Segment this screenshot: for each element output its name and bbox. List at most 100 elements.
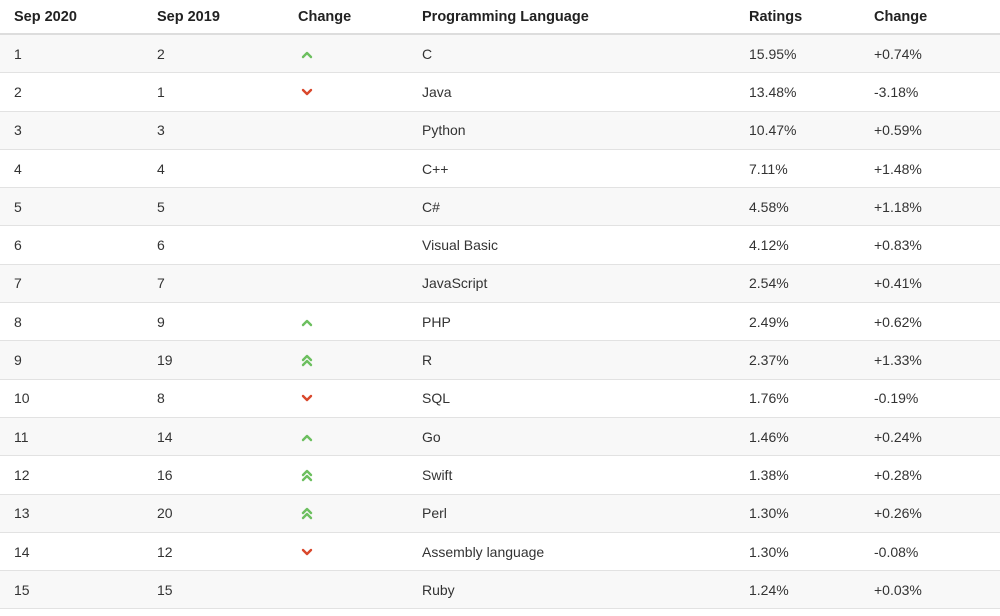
language: C++ <box>408 149 735 189</box>
table-row: 2 1 Java 13.48% -3.18% <box>0 72 1000 112</box>
table-row: 6 6 Visual Basic 4.12% +0.83% <box>0 225 1000 265</box>
rating: 1.76% <box>735 379 860 418</box>
table-header: Sep 2020 Sep 2019 Change Programming Langua… <box>0 0 1000 35</box>
table-row: 14 12 Assembly language 1.30% -0.08% <box>0 532 1000 572</box>
rank-2019: 1 <box>143 72 284 112</box>
rank-2020: 8 <box>0 302 143 342</box>
rank-2019: 9 <box>143 302 284 342</box>
rank-2020: 1 <box>0 34 143 74</box>
table-row: 1 2 C 15.95% +0.74% <box>0 34 1000 74</box>
rank-2019: 3 <box>143 111 284 150</box>
change-icon-cell <box>284 225 408 265</box>
language: JavaScript <box>408 264 735 304</box>
rank-2020: 6 <box>0 225 143 265</box>
rank-2020: 10 <box>0 379 143 418</box>
rating-change: +0.26% <box>860 494 1000 533</box>
language: Perl <box>408 494 735 533</box>
rating-change: +0.74% <box>860 34 1000 74</box>
change-icon-cell <box>284 570 408 610</box>
rating: 1.46% <box>735 417 860 457</box>
change-icon-cell <box>284 34 408 74</box>
up-icon <box>301 434 313 441</box>
language: Go <box>408 417 735 457</box>
rank-2020: 2 <box>0 72 143 112</box>
rank-2019: 20 <box>143 494 284 533</box>
column-header: Change <box>284 0 408 35</box>
language: PHP <box>408 302 735 342</box>
table-row: 10 8 SQL 1.76% -0.19% <box>0 379 1000 418</box>
rating-change: +1.33% <box>860 340 1000 380</box>
rating: 2.37% <box>735 340 860 380</box>
column-header: Sep 2020 <box>0 0 143 35</box>
change-icon-cell <box>284 494 408 533</box>
change-icon-cell <box>284 111 408 150</box>
table-row: 15 15 Ruby 1.24% +0.03% <box>0 570 1000 610</box>
rating: 15.95% <box>735 34 860 74</box>
language: Assembly language <box>408 532 735 572</box>
change-icon-cell <box>284 379 408 418</box>
rank-2020: 12 <box>0 455 143 495</box>
rank-2019: 8 <box>143 379 284 418</box>
rating-change: +1.48% <box>860 149 1000 189</box>
rating: 1.30% <box>735 494 860 533</box>
change-icon-cell <box>284 302 408 342</box>
rank-2019: 15 <box>143 570 284 610</box>
rating: 1.38% <box>735 455 860 495</box>
rating-change: +0.28% <box>860 455 1000 495</box>
double-up-icon <box>301 508 313 520</box>
rank-2019: 12 <box>143 532 284 572</box>
table-row: 5 5 C# 4.58% +1.18% <box>0 187 1000 227</box>
change-icon-cell <box>284 455 408 495</box>
rank-2019: 7 <box>143 264 284 304</box>
double-up-icon <box>301 469 313 482</box>
language: Ruby <box>408 570 735 610</box>
rank-2019: 6 <box>143 225 284 265</box>
column-header: Programming Language <box>408 0 735 35</box>
rating-change: +0.03% <box>860 570 1000 610</box>
language: R <box>408 340 735 380</box>
rank-2020: 13 <box>0 494 143 533</box>
rating: 13.48% <box>735 72 860 112</box>
change-icon-cell <box>284 187 408 227</box>
rank-2019: 16 <box>143 455 284 495</box>
table-row: 11 14 Go 1.46% +0.24% <box>0 417 1000 457</box>
rank-2020: 4 <box>0 149 143 189</box>
up-icon <box>301 319 313 326</box>
rating-change: +1.18% <box>860 187 1000 227</box>
table-row: 7 7 JavaScript 2.54% +0.41% <box>0 264 1000 304</box>
down-icon <box>301 395 313 402</box>
rank-2020: 5 <box>0 187 143 227</box>
rating-change: +0.24% <box>860 417 1000 457</box>
column-header: Ratings <box>735 0 860 35</box>
language: Swift <box>408 455 735 495</box>
rating-change: +0.59% <box>860 111 1000 150</box>
rating: 2.49% <box>735 302 860 342</box>
language: C# <box>408 187 735 227</box>
rating: 10.47% <box>735 111 860 150</box>
change-icon-cell <box>284 149 408 189</box>
table-row: 8 9 PHP 2.49% +0.62% <box>0 302 1000 342</box>
rating-change: -0.19% <box>860 379 1000 418</box>
rating: 2.54% <box>735 264 860 304</box>
rank-2020: 3 <box>0 111 143 150</box>
rating: 1.30% <box>735 532 860 572</box>
up-icon <box>301 51 313 58</box>
rank-2020: 11 <box>0 417 143 457</box>
rating-change: -0.08% <box>860 532 1000 572</box>
change-icon-cell <box>284 417 408 457</box>
language: Python <box>408 111 735 150</box>
language: C <box>408 34 735 74</box>
rating-change: +0.41% <box>860 264 1000 304</box>
change-icon-cell <box>284 532 408 572</box>
language: Java <box>408 72 735 112</box>
change-icon-cell <box>284 264 408 304</box>
column-header: Sep 2019 <box>143 0 284 35</box>
rank-2020: 9 <box>0 340 143 380</box>
table-row: 3 3 Python 10.47% +0.59% <box>0 111 1000 150</box>
table-row: 4 4 C++ 7.11% +1.48% <box>0 149 1000 189</box>
rank-2019: 14 <box>143 417 284 457</box>
language: SQL <box>408 379 735 418</box>
rating: 4.12% <box>735 225 860 265</box>
